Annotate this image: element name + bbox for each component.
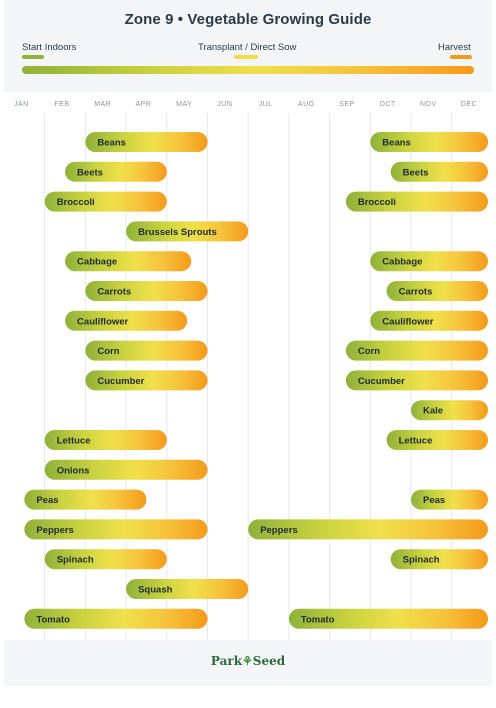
legend-start-indoors: Start Indoors [22,42,77,53]
crop-bar-tomato [24,608,208,629]
crop-bar-squash [126,579,249,599]
crop-bar-lettuce [44,430,167,450]
crop-label: Lettuce [399,436,433,447]
crop-label: Peppers [260,525,298,536]
legend-transplant-swatch [234,55,258,59]
crop-bar-beans [85,132,208,152]
crop-label: Tomato [301,614,335,625]
crop-bar-beets [390,161,488,182]
crop-label: Squash [138,585,173,596]
crop-label: Onions [57,465,90,476]
crop-label: Kale [423,406,443,417]
brand-right: Seed [252,654,286,668]
crop-bars: Beans Beans Beets Beets Broccoli Broccoli Brus… [24,132,488,629]
crop-bar-corn [85,340,208,361]
legend-start-indoors-swatch [22,55,44,59]
crop-bar-brussels-sprouts [126,221,249,242]
month-label: AUG [298,101,315,108]
crop-label: Peas [36,495,58,506]
legend-harvest: Harvest [438,42,471,53]
month-label: OCT [380,101,397,108]
crop-bar-cauliflower [65,310,188,331]
footer: Park⚘Seed [4,640,492,686]
crop-label: Broccoli [358,197,396,208]
crop-bar-peppers [248,519,488,540]
crop-bar-cabbage [370,251,488,272]
crop-label: Cucumber [358,376,405,387]
month-label: FEB [54,101,69,108]
sprout-icon: ⚘ [242,654,253,668]
crop-bar-corn [345,340,488,361]
crop-bar-broccoli [44,191,167,212]
crop-label: Beans [97,138,126,149]
crop-label: Cauliflower [382,316,434,327]
legend-harvest-swatch [450,55,472,59]
crop-label: Cauliflower [77,316,129,327]
brand-left: Park [210,654,243,668]
crop-bar-cauliflower [370,310,488,331]
crop-label: Spinach [57,555,94,566]
crop-label: Cucumber [97,376,144,387]
crop-label: Cabbage [77,257,117,268]
month-label: MAY [176,101,192,108]
crop-label: Lettuce [57,436,91,447]
month-label: APR [135,101,151,108]
crop-bar-tomato [288,608,488,629]
month-label: MAR [94,101,111,108]
crop-bar-kale [411,400,488,421]
crop-bar-spinach [44,549,167,570]
month-labels: JAN FEB MAR APR MAY JUN JUL AUG SEP OCT NOV DEC [14,101,477,108]
chart-header: Zone 9 • Vegetable Growing Guide Start I… [4,0,492,92]
crop-bar-peas [411,489,488,510]
month-label: NOV [420,101,437,108]
crop-bar-carrots [85,281,208,301]
crop-bar-broccoli [345,191,488,212]
crop-label: Corn [97,346,119,357]
crop-label: Beets [403,167,429,178]
crop-label: Tomato [36,614,70,625]
crop-bar-beans [370,132,488,152]
crop-label: Brussels Sprouts [138,227,217,238]
month-label: JUL [259,101,273,108]
crop-bar-onions [44,459,208,480]
crop-label: Beans [382,138,411,149]
crop-bar-carrots [386,281,488,301]
crop-label: Corn [358,346,380,357]
crop-bar-spinach [390,549,488,570]
crop-label: Beets [77,167,103,178]
month-label: JUN [217,101,232,108]
month-label: SEP [339,101,355,108]
crop-label: Spinach [403,555,440,566]
crop-bar-peas [24,489,147,510]
crop-bar-peppers [24,519,208,540]
month-label: JAN [14,101,29,108]
legend-gradient-bar [22,66,474,74]
crop-label: Peas [423,495,445,506]
crop-bar-cucumber [85,370,208,391]
crop-label: Carrots [399,287,433,298]
crop-label: Cabbage [382,257,422,268]
crop-label: Broccoli [57,197,95,208]
crop-bar-cabbage [65,251,192,272]
crop-bar-beets [65,161,167,182]
chart-title: Zone 9 • Vegetable Growing Guide [124,11,372,28]
month-label: DEC [461,101,477,108]
crop-label: Peppers [36,525,74,536]
park-seed-logo: Park⚘Seed [4,654,492,668]
crop-label: Carrots [97,287,131,298]
legend-transplant: Transplant / Direct Sow [198,42,297,53]
crop-bar-cucumber [345,370,488,391]
crop-bar-lettuce [386,430,488,450]
